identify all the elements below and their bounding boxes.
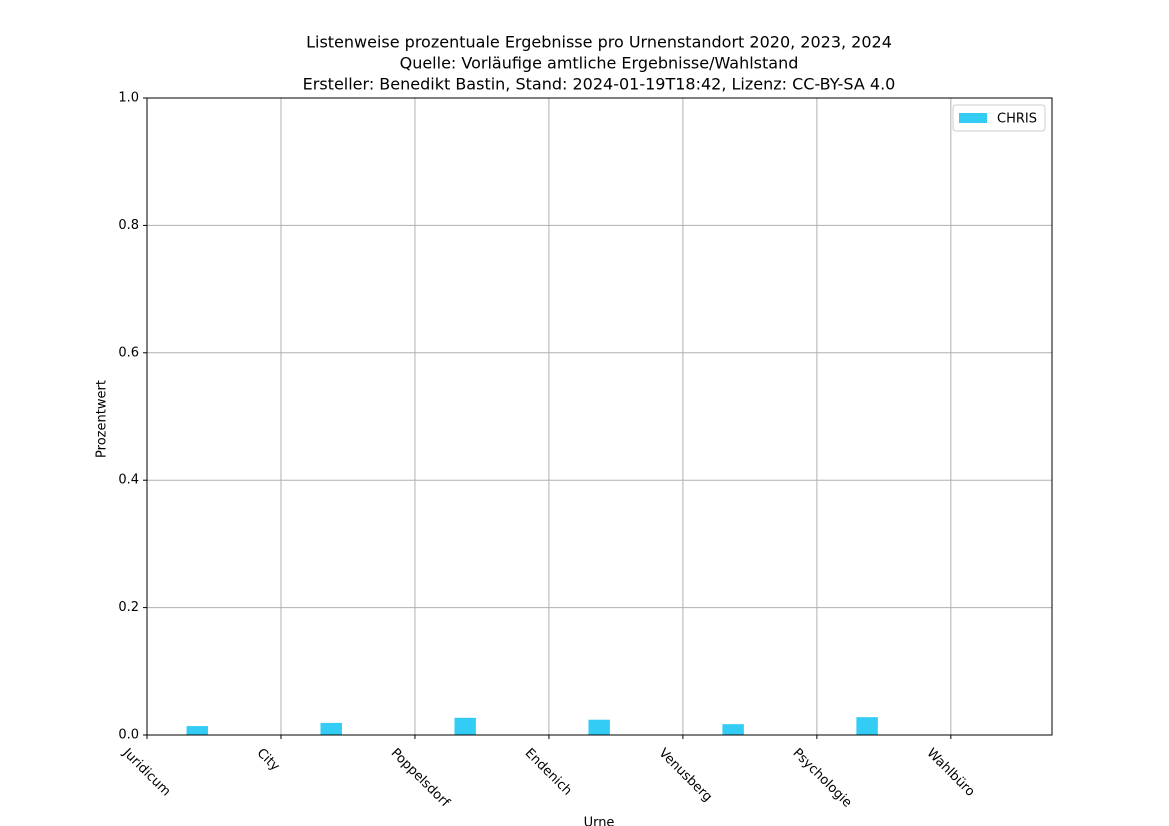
bar — [856, 717, 878, 735]
bar — [454, 717, 476, 735]
x-axis-label: Urne — [584, 816, 615, 826]
y-tick-label: 0.0 — [118, 728, 139, 743]
y-tick-label: 0.2 — [118, 600, 139, 615]
legend-swatch — [959, 113, 987, 123]
chart-title: Listenweise prozentuale Ergebnisse pro U… — [306, 33, 892, 52]
y-tick-label: 0.8 — [118, 218, 139, 233]
chart-subtitle: Ersteller: Benedikt Bastin, Stand: 2024-… — [303, 75, 896, 94]
chart-subtitle: Quelle: Vorläufige amtliche Ergebnisse/W… — [400, 54, 799, 73]
y-tick-label: 0.4 — [118, 473, 139, 488]
y-axis-label: Prozentwert — [95, 380, 110, 458]
plot-frame — [146, 97, 1053, 736]
y-tick-label: 0.6 — [118, 345, 139, 360]
y-tick-label: 1.0 — [118, 91, 139, 106]
legend-label: CHRIS — [997, 112, 1037, 127]
bar — [722, 724, 744, 735]
bar — [320, 722, 342, 735]
bar — [186, 726, 208, 735]
bar — [588, 719, 610, 735]
legend-box — [952, 104, 1046, 132]
